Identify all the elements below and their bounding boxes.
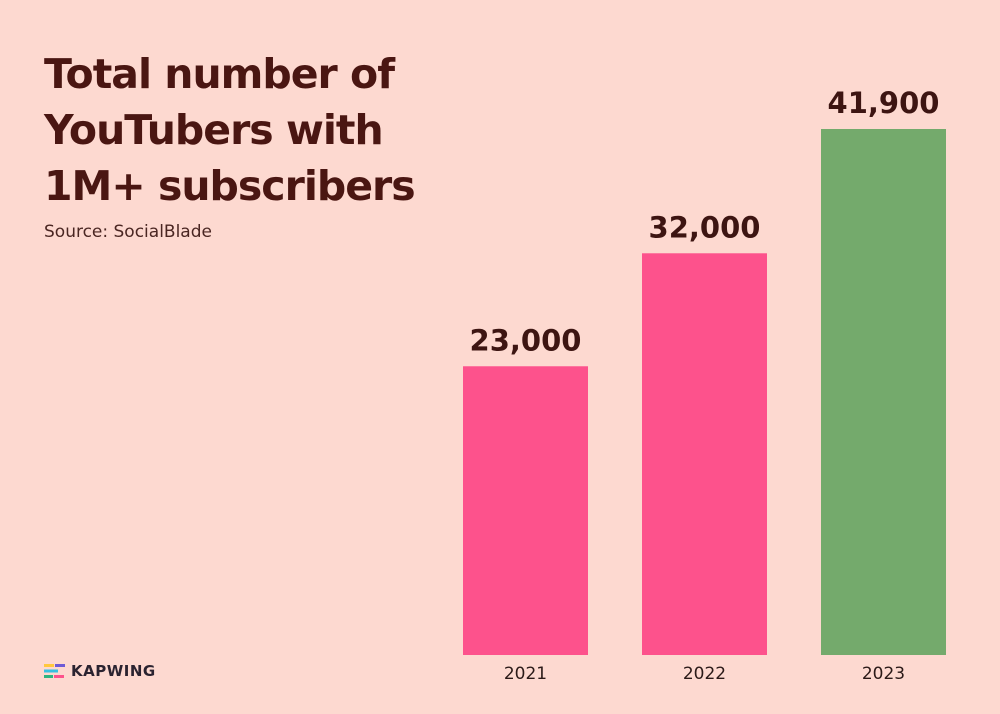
bar-2021 (463, 366, 588, 655)
chart-title: Total number of YouTubers with 1M+ subsc… (44, 46, 464, 214)
bar-2023 (821, 129, 946, 655)
source-note: Source: SocialBlade (44, 222, 212, 242)
x-tick-label-2021: 2021 (504, 664, 547, 684)
data-label-2023: 41,900 (828, 86, 940, 120)
kapwing-logo-icon (44, 664, 65, 678)
data-label-2022: 32,000 (649, 210, 761, 244)
kapwing-logo: KAPWING (44, 662, 156, 680)
data-label-2021: 23,000 (470, 323, 582, 357)
x-tick-label-2023: 2023 (862, 664, 905, 684)
title-line-2: YouTubers with (44, 106, 384, 154)
bar-2022 (642, 253, 767, 655)
title-line-3: 1M+ subscribers (44, 162, 416, 210)
x-tick-label-2022: 2022 (683, 664, 726, 684)
logo-text: KAPWING (71, 662, 156, 680)
title-line-1: Total number of (44, 50, 395, 98)
